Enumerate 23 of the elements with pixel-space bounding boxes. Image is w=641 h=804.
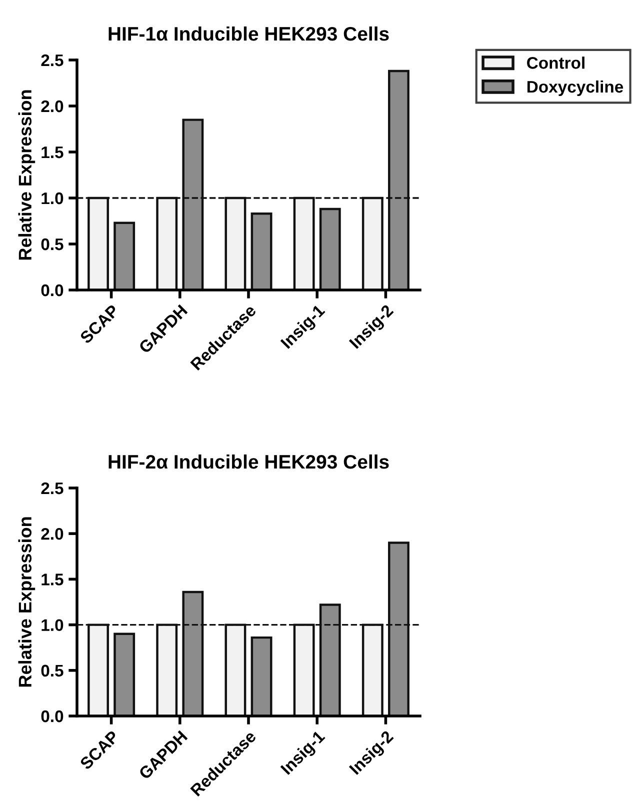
y-tick-label: 1.5: [42, 574, 64, 586]
y-tick-label: 0.5: [41, 238, 64, 250]
legend-label: Control: [527, 56, 584, 69]
y-tick-label: 0.0: [41, 284, 64, 296]
bar: [114, 632, 136, 716]
y-tick-label: 1.0: [42, 192, 64, 204]
y-axis-title: Relative Expression: [18, 90, 36, 260]
chart-title: HIF-1α Inducible HEK293 Cells: [108, 26, 389, 41]
y-tick-label: 1.0: [42, 619, 64, 632]
y-tick-label: 2.5: [41, 482, 64, 494]
y-tick-label: 0.0: [41, 710, 64, 722]
y-axis-title: Relative Expression: [18, 517, 36, 687]
chart-title: HIF-2α Inducible HEK293 Cells: [108, 454, 389, 469]
y-tick-label: 1.5: [42, 146, 64, 158]
bar: [114, 222, 136, 290]
y-tick-label: 0.5: [41, 664, 64, 677]
y-tick-label: 2.0: [41, 100, 64, 112]
y-tick-label: 2.5: [41, 54, 64, 66]
y-tick-label: 2.0: [41, 528, 64, 540]
bar: [319, 208, 341, 290]
legend-label: Doxycycline: [527, 80, 624, 96]
bar: [250, 636, 272, 716]
bar: [250, 212, 272, 290]
